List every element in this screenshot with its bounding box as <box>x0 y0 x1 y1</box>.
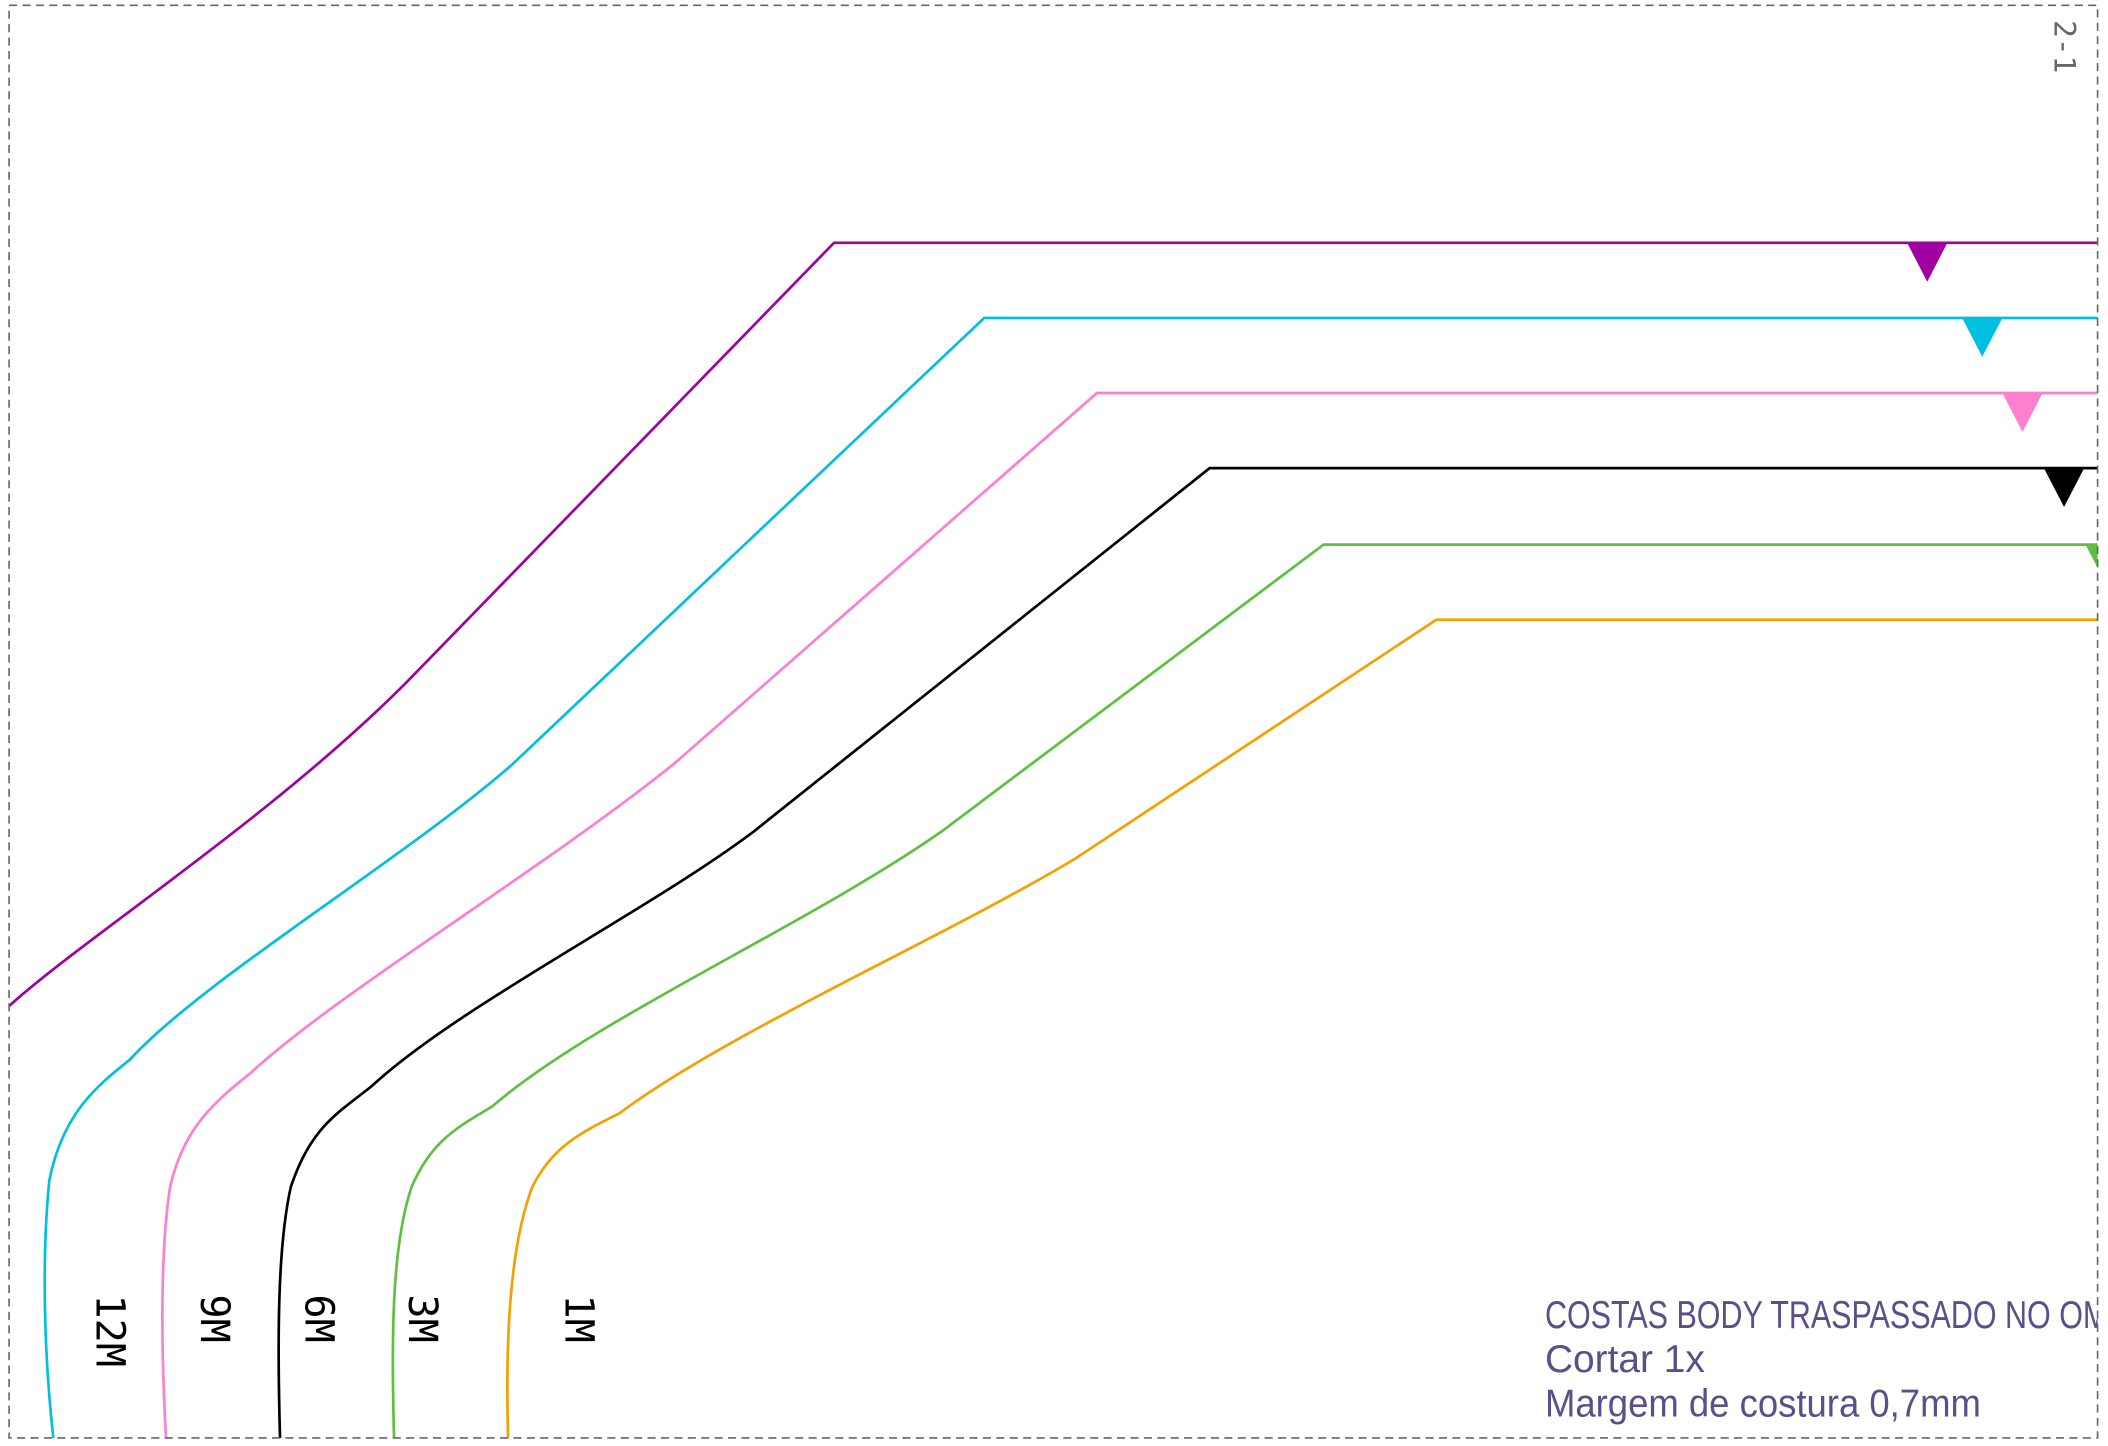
curve-12m-outer <box>9 241 2098 1008</box>
notch <box>1962 317 2003 357</box>
info-title: COSTAS BODY TRASPASSADO NO OM <box>1545 1294 2108 1337</box>
pattern-curves: 12M 9M 6M 3M 1M COSTAS BODY TRASPASSADO … <box>9 241 2108 1438</box>
notch <box>2002 393 2043 432</box>
curve-orange <box>505 618 2098 1438</box>
size-label: 9M <box>191 1294 237 1342</box>
curve-green <box>391 543 2098 1438</box>
info-line: Cortar 1x <box>1545 1338 1705 1381</box>
size-label: 12M <box>86 1294 132 1367</box>
notch <box>2085 544 2098 568</box>
size-label: 6M <box>296 1294 342 1342</box>
curve-pink <box>161 391 2098 1438</box>
page-border <box>8 4 2099 1439</box>
notch <box>2043 468 2085 508</box>
page-label: 2-1 <box>2048 20 2082 73</box>
curve-cyan <box>43 316 2098 1438</box>
size-label: 1M <box>556 1294 602 1342</box>
size-label: 3M <box>399 1294 445 1342</box>
curve-black <box>277 466 2098 1438</box>
info-line: Margem de costura 0,7mm <box>1545 1382 1981 1425</box>
notch <box>1907 242 1948 282</box>
